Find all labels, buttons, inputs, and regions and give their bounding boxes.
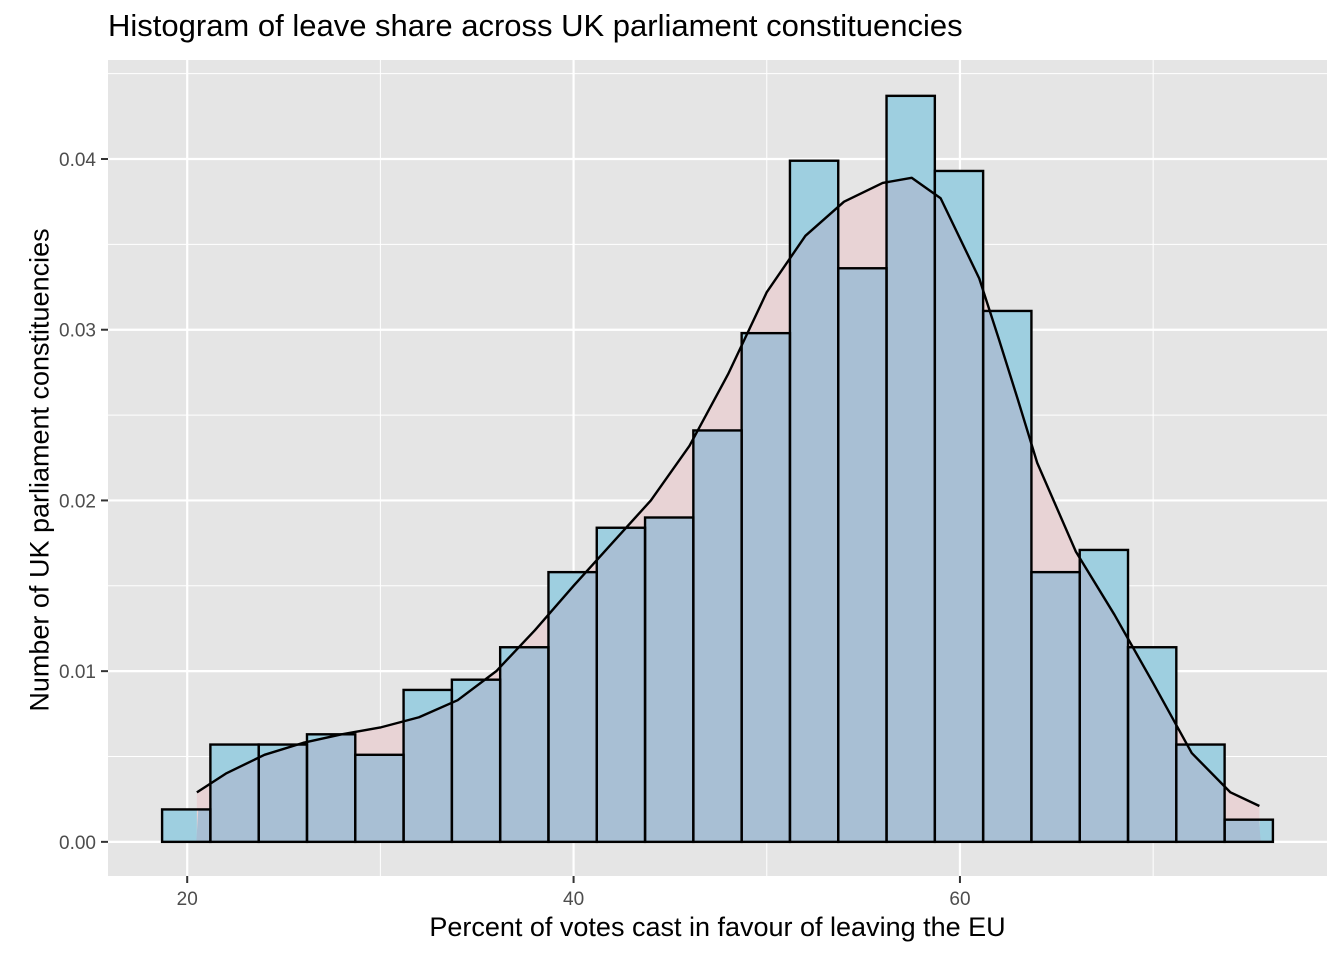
overlap-region-2 [210, 757, 259, 842]
histogram-density-overlap [162, 177, 1273, 842]
chart-title: Histogram of leave share across UK parli… [108, 8, 963, 43]
overlap-region-4 [306, 734, 356, 842]
overlap-region-22 [1176, 744, 1225, 842]
overlap-region-1 [162, 809, 211, 842]
overlap-region-21 [1128, 647, 1177, 842]
y-tick-label: 0.04 [59, 150, 96, 171]
overlap-region-10 [596, 527, 646, 842]
overlap-region-6 [403, 702, 452, 842]
x-tick-label: 20 [177, 889, 198, 910]
histogram-bar-outline-23 [1223, 818, 1275, 844]
overlap-region-11 [645, 517, 694, 842]
overlap-region-13 [741, 333, 790, 842]
x-axis-title: Percent of votes cast in favour of leavi… [429, 912, 1006, 942]
overlap-region-12 [693, 430, 742, 842]
y-tick-label: 0.00 [59, 833, 96, 854]
y-tick-label: 0.01 [59, 662, 96, 683]
y-tick-label: 0.02 [59, 491, 96, 512]
overlap-region-8 [500, 647, 549, 842]
y-axis-title: Number of UK parliament constituencies [24, 228, 55, 712]
overlap-region-20 [1079, 557, 1129, 842]
overlap-region-18 [983, 310, 1032, 842]
overlap-region-23 [1224, 819, 1273, 842]
y-tick-label: 0.03 [59, 321, 96, 342]
overlap-region-16 [886, 177, 935, 842]
overlap-region-15 [838, 268, 887, 842]
overlap-region-19 [1031, 572, 1080, 842]
overlap-region-5 [355, 754, 404, 842]
bar-outlines [160, 94, 1275, 844]
density-curve [196, 176, 1260, 808]
overlap-region-14 [789, 206, 839, 842]
density-curve-layer [196, 176, 1260, 808]
overlap-region-3 [258, 744, 307, 842]
overlap-region-17 [934, 194, 984, 842]
overlap-region-7 [451, 679, 501, 842]
histogram-bar-outline-22 [1175, 743, 1226, 844]
axes: 20 40 60 0.00 0.01 0.02 0.03 0.04 [59, 150, 971, 910]
x-tick-label: 60 [949, 889, 970, 910]
overlap-region-9 [548, 572, 597, 842]
x-tick-label: 40 [563, 889, 584, 910]
